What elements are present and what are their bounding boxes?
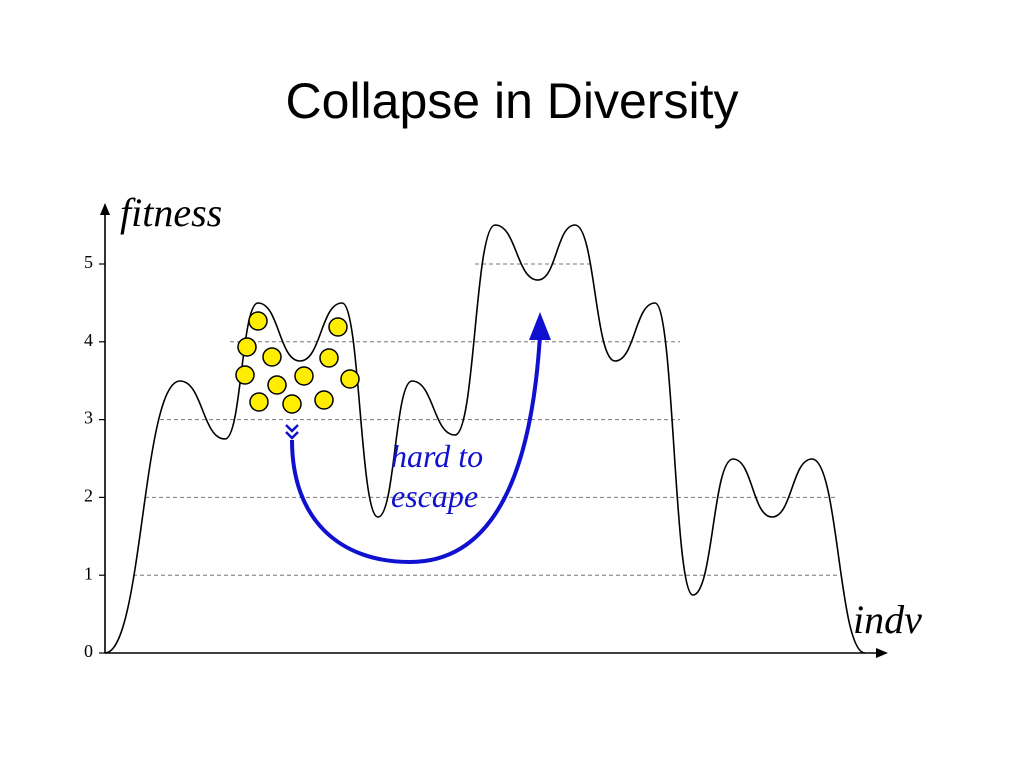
y-tick-label: 1 bbox=[84, 563, 93, 583]
y-tick-label: 3 bbox=[84, 408, 93, 428]
individual bbox=[248, 311, 268, 331]
individual bbox=[319, 348, 339, 368]
individual bbox=[314, 390, 334, 410]
y-tick-label: 5 bbox=[84, 252, 93, 272]
individual bbox=[294, 366, 314, 386]
fitness-landscape bbox=[104, 224, 866, 654]
y-axis-arrow bbox=[100, 203, 110, 215]
individual bbox=[249, 392, 269, 412]
chevron bbox=[285, 424, 299, 433]
individual bbox=[262, 347, 282, 367]
y-tick-label: 2 bbox=[84, 486, 93, 506]
x-axis-arrow bbox=[876, 648, 888, 658]
individual bbox=[328, 317, 348, 337]
y-tick-label: 4 bbox=[84, 330, 93, 350]
y-ticks: 0 1 2 3 4 5 bbox=[84, 252, 105, 661]
arrow-head bbox=[529, 312, 551, 340]
individual bbox=[267, 375, 287, 395]
individual bbox=[282, 394, 302, 414]
chevron bbox=[285, 431, 299, 440]
individual bbox=[237, 337, 257, 357]
arrow-curve bbox=[290, 334, 542, 565]
y-axis-label: fitness bbox=[120, 190, 222, 235]
annotation-line: hard to bbox=[391, 438, 483, 474]
population bbox=[235, 311, 360, 414]
x-axis-label: indv bbox=[853, 597, 922, 642]
individual bbox=[235, 365, 255, 385]
escape-arrow bbox=[285, 334, 542, 565]
annotation-line: escape bbox=[391, 478, 478, 514]
individual bbox=[340, 369, 360, 389]
grid-lines bbox=[133, 263, 840, 576]
y-tick-label: 0 bbox=[84, 641, 93, 661]
slide-title: Collapse in Diversity bbox=[286, 73, 739, 129]
axes bbox=[100, 203, 888, 658]
